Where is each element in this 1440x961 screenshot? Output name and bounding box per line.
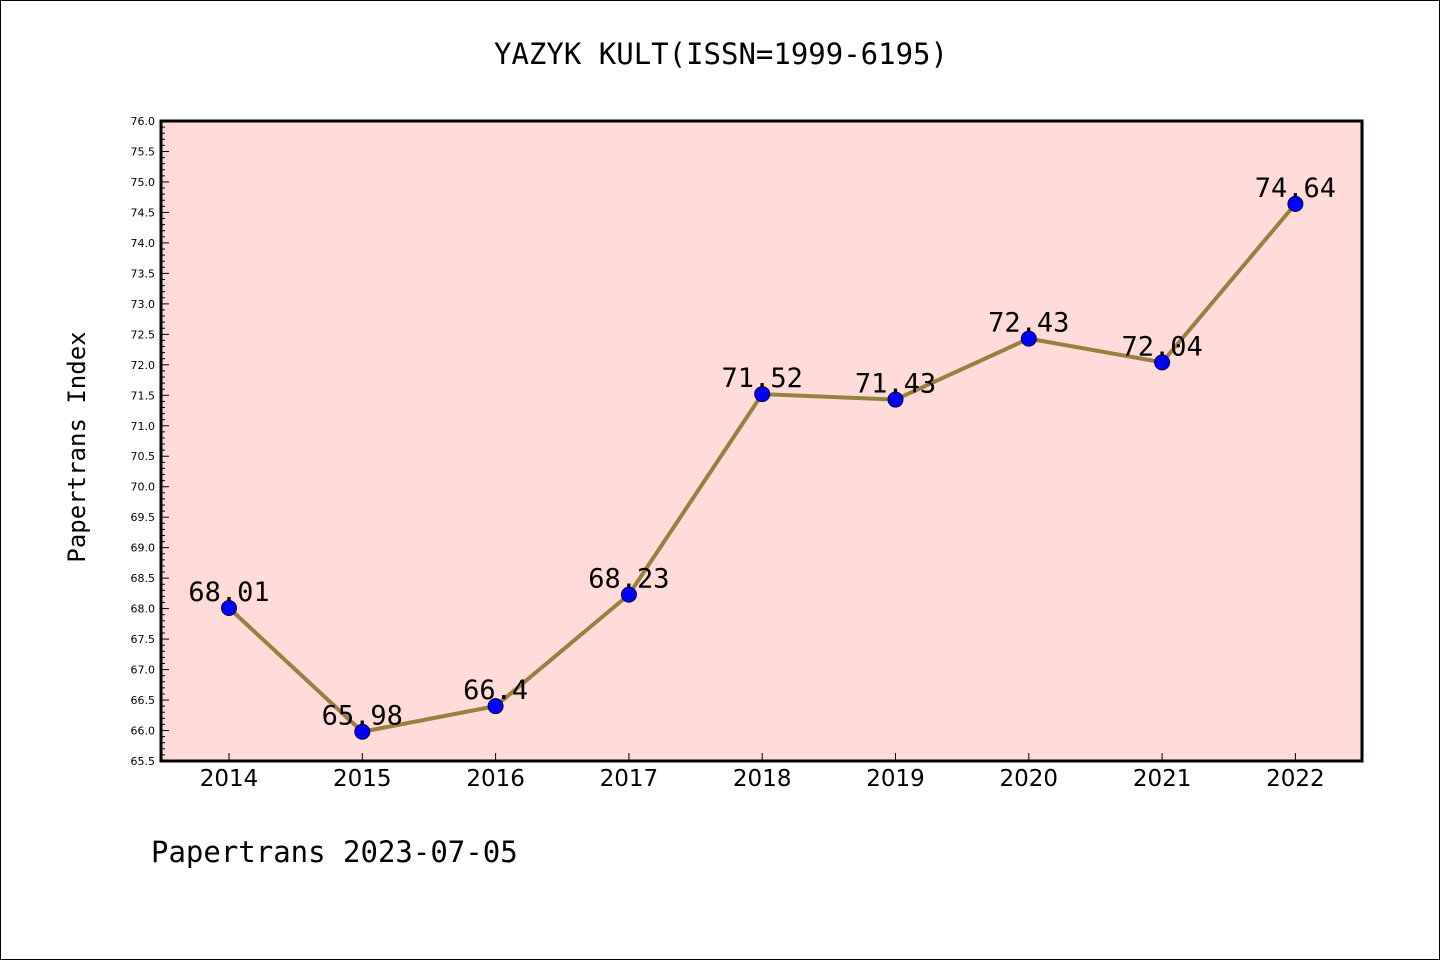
data-point [221,600,237,617]
y-tick-label: 76.0 [131,115,156,128]
y-tick-label: 66.5 [131,694,156,707]
data-label: 71.43 [855,369,936,400]
data-label: 65.98 [322,701,403,732]
plot-border [159,119,1364,763]
data-label: 71.52 [722,363,803,394]
data-point [754,386,771,403]
y-tick-label: 67.0 [131,664,156,677]
data-point [1287,195,1304,212]
y-tick-label: 74.5 [131,206,156,219]
plot-area [161,121,1362,761]
data-label: 74.64 [1255,173,1336,204]
chart-title: YAZYK KULT(ISSN=1999-6195) [494,37,948,71]
data-point [1154,354,1171,371]
data-point [354,723,371,740]
y-tick-label: 75.5 [131,145,156,158]
y-tick-label: 69.5 [131,511,156,524]
y-tick-label: 73.0 [131,298,156,311]
x-tick-label: 2017 [600,766,659,792]
x-tick-label: 2022 [1266,766,1325,792]
y-tick-label: 75.0 [131,176,156,189]
x-tick-label: 2020 [1000,766,1059,792]
y-tick-label: 70.0 [131,481,156,494]
y-tick-label: 68.0 [131,603,156,616]
data-label: 72.43 [988,308,1069,339]
y-tick-label: 72.5 [131,328,156,341]
y-tick-label: 72.0 [131,359,156,372]
data-label: 68.23 [588,564,669,595]
y-tick-label: 67.5 [131,633,156,646]
x-tick-label: 2015 [333,766,392,792]
data-point [487,698,504,715]
y-tick-label: 71.0 [131,420,156,433]
y-tick-label: 71.5 [131,389,156,402]
data-label: 66.4 [463,675,528,706]
y-tick-label: 65.5 [131,755,156,768]
y-tick-label: 69.0 [131,542,156,555]
y-tick-label: 73.5 [131,267,156,280]
x-tick-label: 2014 [200,766,259,792]
y-tick-label: 70.5 [131,450,156,463]
footer-note: Papertrans 2023-07-05 [151,835,518,869]
data-point [887,391,904,408]
data-point [620,586,637,603]
x-tick-label: 2016 [466,766,525,792]
data-label: 72.04 [1121,331,1202,362]
y-tick-label: 74.0 [131,237,156,250]
x-tick-label: 2021 [1133,766,1192,792]
x-tick-label: 2019 [866,766,925,792]
y-tick-label: 66.0 [131,725,156,738]
data-point [1020,330,1037,347]
x-tick-label: 2018 [733,766,792,792]
y-tick-label: 68.5 [131,572,156,585]
data-label: 68.01 [188,577,269,608]
